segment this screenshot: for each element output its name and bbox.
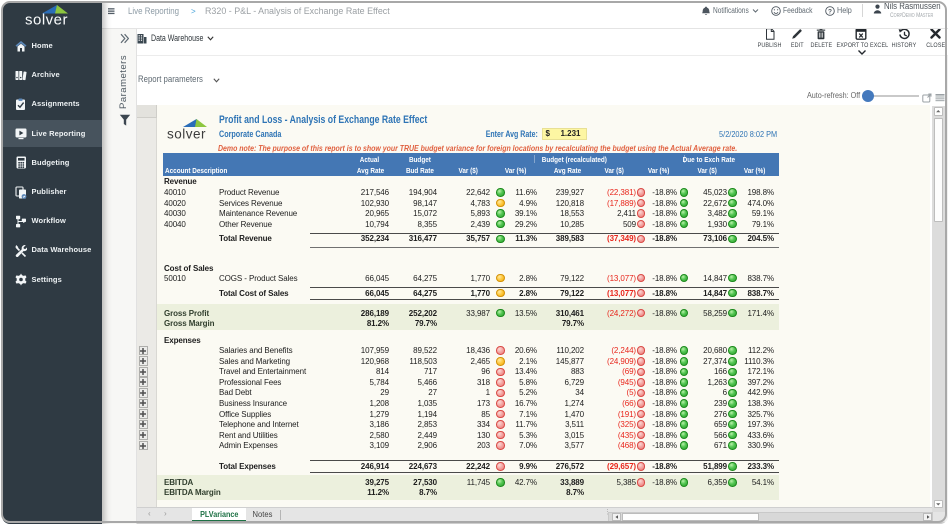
svg-text:?: ?	[828, 8, 832, 15]
svg-text:solver: solver	[167, 127, 206, 142]
svg-text:solver: solver	[25, 12, 68, 27]
